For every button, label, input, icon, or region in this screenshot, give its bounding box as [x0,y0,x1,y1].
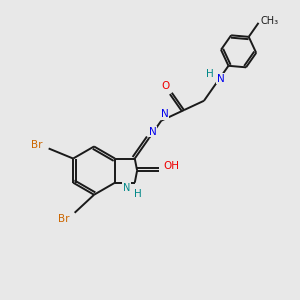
Text: Br: Br [31,140,42,150]
Text: H: H [134,189,142,199]
Text: H: H [206,69,214,79]
Text: Br: Br [58,214,69,224]
Text: N: N [217,74,225,84]
Text: N: N [161,109,169,119]
Text: CH₃: CH₃ [261,16,279,26]
Text: N: N [123,183,130,193]
Text: OH: OH [164,161,180,171]
Text: N: N [149,127,157,136]
Text: O: O [162,81,170,91]
